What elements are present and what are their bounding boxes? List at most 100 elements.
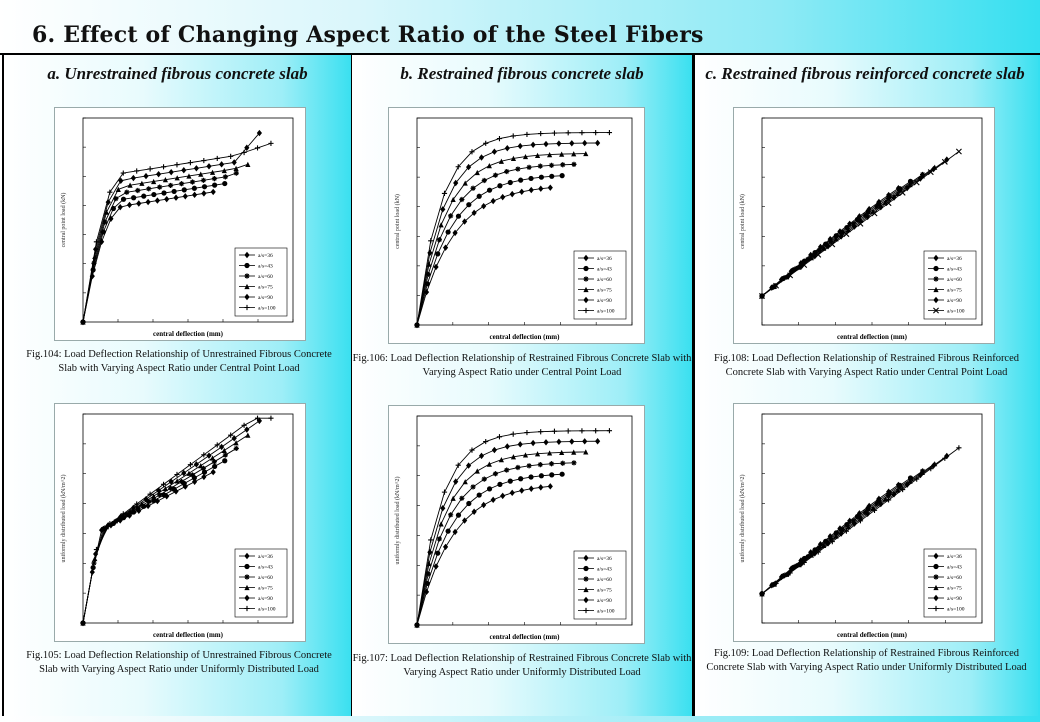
- column-reinforced: c. Restrained fibrous reinforced concret…: [695, 55, 1038, 716]
- data-point: [212, 182, 218, 188]
- data-point: [583, 150, 589, 157]
- data-point: [209, 169, 216, 175]
- data-point: [182, 193, 188, 200]
- data-point: [414, 622, 420, 628]
- data-point: [538, 429, 544, 435]
- legend-marker: [933, 276, 939, 282]
- data-point: [928, 466, 934, 472]
- legend-marker: [583, 554, 589, 562]
- data-point: [181, 469, 187, 477]
- data-point: [462, 517, 468, 524]
- data-point: [214, 155, 220, 162]
- y-axis-label: uniformly distributed load (kN/m^2): [394, 477, 401, 565]
- legend-label: a/s=36: [597, 256, 612, 262]
- data-point: [107, 521, 113, 527]
- data-point: [228, 153, 234, 159]
- data-point: [565, 428, 571, 434]
- data-point: [543, 140, 549, 148]
- series-line: [82, 460, 225, 624]
- legend-label: a/s=75: [258, 586, 273, 592]
- caption-fig-109: Fig.109: Load Deflection Relationship of…: [706, 648, 1027, 673]
- data-point: [854, 513, 861, 520]
- series-a/s=100: [80, 140, 274, 325]
- data-point: [547, 184, 553, 191]
- data-point: [497, 183, 503, 189]
- data-point: [156, 170, 162, 178]
- data-point: [885, 200, 892, 207]
- data-point: [474, 468, 480, 474]
- data-point: [428, 537, 434, 543]
- data-point: [518, 476, 524, 482]
- legend: a/s=36 a/s=43 a/s=60 a/s=75 a/s=90 a/s=100: [923, 250, 977, 320]
- series-a/s=100: [759, 148, 962, 300]
- plot-svg: central deflection (mm) central point loa…: [60, 117, 294, 338]
- data-point: [530, 141, 536, 148]
- legend-marker: [583, 607, 589, 614]
- y-axis-label: central point load (kN): [739, 194, 746, 249]
- data-point: [874, 501, 880, 507]
- data-point: [221, 167, 227, 174]
- data-point: [843, 528, 849, 534]
- data-point: [201, 473, 207, 481]
- data-point: [210, 188, 216, 196]
- legend-marker: [244, 563, 250, 570]
- data-point: [206, 452, 212, 459]
- data-point: [425, 271, 431, 278]
- data-point: [187, 160, 193, 166]
- data-point: [201, 469, 208, 475]
- data-point: [174, 162, 180, 168]
- data-point: [522, 452, 529, 458]
- data-point: [547, 483, 553, 490]
- data-point: [829, 539, 835, 545]
- data-point: [517, 142, 523, 150]
- data-point: [189, 179, 196, 185]
- data-point: [186, 173, 192, 179]
- data-point: [871, 507, 878, 513]
- data-point: [787, 272, 794, 279]
- data-point: [181, 167, 187, 174]
- data-point: [450, 196, 456, 203]
- data-point: [927, 169, 934, 176]
- legend-marker: [583, 586, 589, 593]
- data-point: [120, 170, 126, 176]
- data-point: [189, 472, 196, 478]
- data-point: [579, 130, 585, 136]
- data-point: [510, 133, 516, 139]
- data-point: [805, 554, 811, 560]
- data-point: [436, 536, 443, 542]
- data-point: [438, 521, 444, 527]
- data-point: [455, 462, 461, 468]
- data-point: [526, 164, 532, 170]
- data-point: [500, 492, 506, 500]
- legend-marker: [583, 576, 589, 582]
- data-point: [522, 153, 529, 160]
- data-point: [560, 460, 566, 466]
- chart-fig-107: central deflection (mm) uniformly distrib…: [388, 405, 645, 644]
- caption-fig-104: Fig.104: Load Deflection Relationship of…: [26, 349, 332, 374]
- data-point: [466, 500, 472, 507]
- legend-marker: [583, 254, 589, 262]
- data-point: [839, 527, 845, 533]
- data-point: [838, 233, 844, 240]
- data-point: [773, 580, 779, 586]
- chart-fig-109: central deflection (mm) uniformly distrib…: [733, 403, 995, 642]
- data-point: [476, 492, 482, 498]
- data-point: [481, 177, 487, 184]
- data-point: [565, 130, 571, 136]
- data-point: [435, 251, 441, 257]
- data-point: [201, 184, 208, 190]
- data-point: [151, 493, 157, 499]
- data-point: [547, 151, 553, 158]
- data-point: [118, 177, 124, 184]
- legend-marker: [933, 594, 939, 602]
- data-point: [441, 489, 448, 495]
- data-point: [851, 221, 857, 227]
- data-point: [833, 233, 839, 239]
- column-heading-b: b. Restrained fibrous concrete slab: [400, 64, 644, 83]
- data-point: [474, 169, 480, 176]
- data-point: [538, 185, 544, 192]
- data-point: [151, 178, 157, 185]
- x-axis-label: central deflection (mm): [837, 333, 908, 341]
- legend: a/s=36 a/s=43 a/s=60 a/s=75 a/s=90 a/s=100: [573, 550, 627, 620]
- data-point: [193, 165, 199, 172]
